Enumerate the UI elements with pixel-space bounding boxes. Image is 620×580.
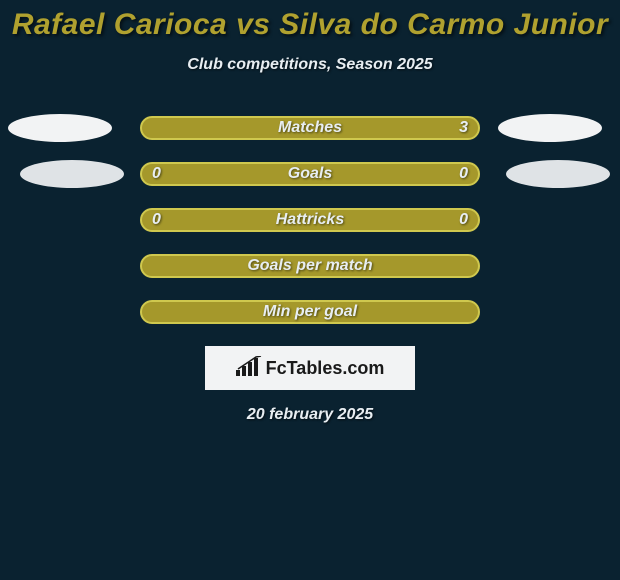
stat-row: Min per goal <box>0 300 620 324</box>
stat-bar: Min per goal <box>140 300 480 324</box>
stat-label: Matches <box>142 119 478 137</box>
stat-label: Hattricks <box>142 211 478 229</box>
page-subtitle: Club competitions, Season 2025 <box>0 56 620 74</box>
player-ellipse-left <box>20 160 124 188</box>
stat-row: 0Hattricks0 <box>0 208 620 232</box>
player-ellipse-left <box>8 114 112 142</box>
logo-text: FcTables.com <box>266 358 385 379</box>
logo-box: FcTables.com <box>205 346 415 390</box>
stat-bar: Matches3 <box>140 116 480 140</box>
stat-label: Goals per match <box>142 257 478 275</box>
date-text: 20 february 2025 <box>0 406 620 424</box>
stat-bar: 0Goals0 <box>140 162 480 186</box>
stat-bar: Goals per match <box>140 254 480 278</box>
stat-row: Matches3 <box>0 116 620 140</box>
stat-label: Goals <box>142 165 478 183</box>
logo-chart-icon <box>236 356 262 381</box>
stat-rows: Matches30Goals00Hattricks0Goals per matc… <box>0 116 620 324</box>
stat-value-right: 0 <box>459 165 468 183</box>
player-ellipse-right <box>498 114 602 142</box>
player-ellipse-right <box>506 160 610 188</box>
stat-row: Goals per match <box>0 254 620 278</box>
stat-label: Min per goal <box>142 303 478 321</box>
stat-row: 0Goals0 <box>0 162 620 186</box>
stat-value-right: 0 <box>459 211 468 229</box>
stat-value-right: 3 <box>459 119 468 137</box>
page-title: Rafael Carioca vs Silva do Carmo Junior <box>0 0 620 42</box>
stat-bar: 0Hattricks0 <box>140 208 480 232</box>
